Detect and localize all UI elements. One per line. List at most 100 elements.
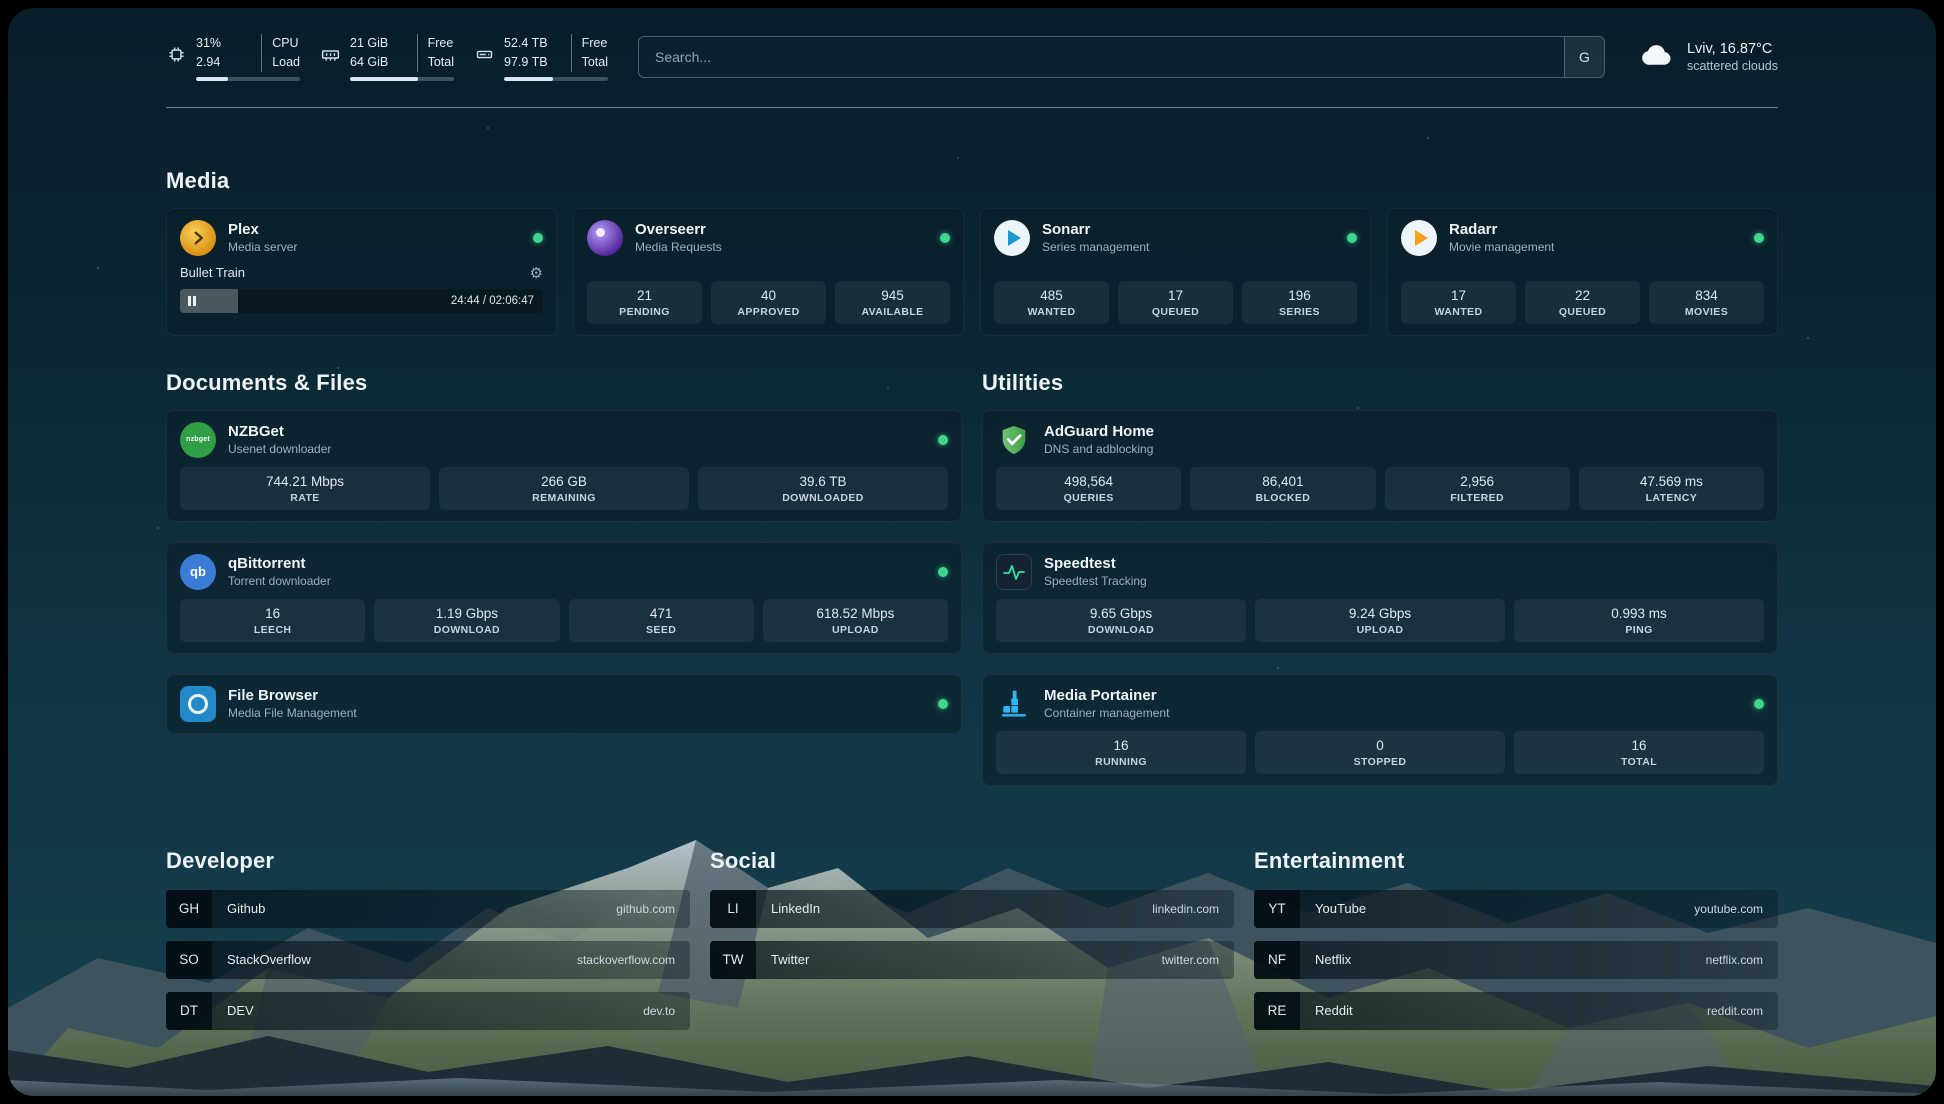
status-online-dot — [938, 434, 948, 445]
playback-time: 24:44 / 02:06:47 — [450, 294, 534, 307]
stat-tile: 21 PENDING — [587, 280, 702, 324]
stat-tile: 9.24 Gbps UPLOAD — [1255, 598, 1505, 642]
disk-free-label: Free — [581, 36, 608, 50]
sonarr-icon — [994, 219, 1030, 256]
column-documents: Documents & Files nzbget NZBGet Usenet d… — [166, 370, 962, 734]
stat-tile: 16 TOTAL — [1514, 730, 1764, 774]
disk-icon — [474, 44, 495, 70]
app-card-overseerr[interactable]: Overseerr Media Requests 21 PENDING 40 APP… — [573, 207, 964, 336]
bookmark-url: netflix.com — [1705, 952, 1763, 967]
app-subtitle: Container management — [1044, 706, 1170, 720]
bookmark-youtube[interactable]: YT YouTube youtube.com — [1254, 889, 1778, 928]
stat-tile: 196 SERIES — [1242, 280, 1357, 324]
speedtest-icon — [996, 553, 1032, 590]
section-title-utilities: Utilities — [982, 369, 1064, 395]
stat-tile: 0 STOPPED — [1255, 730, 1505, 774]
bookmark-name: Reddit — [1315, 1003, 1353, 1018]
bookmark-name: Netflix — [1315, 952, 1352, 967]
bookmark-abbr: DT — [166, 991, 212, 1030]
section-bookmarks: Developer GH Github github.com SO StackO… — [166, 848, 1778, 1030]
stat-tile: 86,401 BLOCKED — [1190, 466, 1376, 510]
bookmark-github[interactable]: GH Github github.com — [166, 889, 690, 928]
stat-tile: 40 APPROVED — [711, 280, 826, 324]
bookmark-url: github.com — [616, 901, 675, 916]
bookmark-reddit[interactable]: RE Reddit reddit.com — [1254, 991, 1778, 1030]
bookmark-url: youtube.com — [1694, 901, 1763, 916]
app-card-adguard[interactable]: AdGuard Home DNS and adblocking 498,564 Q… — [982, 409, 1778, 522]
status-online-dot — [533, 232, 543, 243]
stat-tile: 22 QUEUED — [1525, 280, 1640, 324]
cpu-load-label: Load — [272, 54, 300, 69]
memory-stat: 21 GiB 64 GiB Free Total — [320, 34, 454, 81]
app-subtitle: Usenet downloader — [228, 442, 332, 456]
app-name: Media Portainer — [1044, 687, 1157, 704]
disk-total-value: 97.9 TB — [504, 54, 548, 69]
bookmark-linkedin[interactable]: LI LinkedIn linkedin.com — [710, 889, 1234, 928]
app-card-qbittorrent[interactable]: qb qBittorrent Torrent downloader 16 LEEC… — [166, 541, 962, 654]
stat-tile: 39.6 TB DOWNLOADED — [698, 466, 948, 510]
stat-tile: 945 AVAILABLE — [835, 280, 950, 324]
bookmark-twitter[interactable]: TW Twitter twitter.com — [710, 940, 1234, 979]
bookmark-name: YouTube — [1315, 901, 1367, 916]
bookmark-abbr: RE — [1254, 991, 1300, 1030]
weather-widget[interactable]: Lviv, 16.87°C scattered clouds — [1639, 37, 1778, 78]
now-playing-title: Bullet Train — [180, 265, 246, 280]
app-subtitle: Media File Management — [228, 706, 357, 720]
playback-progress-bar[interactable]: 24:44 / 02:06:47 — [180, 288, 543, 313]
app-subtitle: Media Requests — [635, 240, 722, 254]
adguard-shield-icon — [996, 422, 1032, 458]
bookmark-abbr: SO — [166, 940, 212, 979]
app-subtitle: DNS and adblocking — [1044, 442, 1154, 456]
bookmark-dev[interactable]: DT DEV dev.to — [166, 991, 690, 1030]
bookmark-url: reddit.com — [1706, 1003, 1763, 1018]
app-name: Sonarr — [1042, 221, 1091, 238]
cpu-stat: 31% 2.94 CPU Load — [166, 34, 300, 81]
qbittorrent-icon: qb — [180, 553, 216, 590]
status-online-dot — [1754, 232, 1764, 243]
plex-icon — [180, 219, 216, 256]
app-subtitle: Movie management — [1449, 240, 1555, 254]
column-utilities: Utilities — [982, 370, 1778, 786]
app-card-speedtest[interactable]: Speedtest Speedtest Tracking 9.65 Gbps DO… — [982, 541, 1778, 654]
bookmark-netflix[interactable]: NF Netflix netflix.com — [1254, 940, 1778, 979]
bookmark-stackoverflow[interactable]: SO StackOverflow stackoverflow.com — [166, 940, 690, 979]
bookmark-group-developer: Developer GH Github github.com SO StackO… — [166, 848, 690, 1030]
search-input[interactable] — [639, 37, 1564, 78]
status-online-dot — [1347, 232, 1357, 243]
app-card-filebrowser[interactable]: File Browser Media File Management — [166, 673, 962, 734]
status-online-dot — [938, 698, 948, 709]
pause-icon[interactable] — [188, 295, 196, 306]
app-card-radarr[interactable]: Radarr Movie management 17 WANTED 22 QUEUE… — [1387, 207, 1778, 336]
app-subtitle: Media server — [228, 240, 298, 254]
stat-tile: 1.19 Gbps DOWNLOAD — [374, 598, 560, 642]
app-subtitle: Series management — [1042, 240, 1150, 254]
app-card-plex[interactable]: Plex Media server Bullet Train ⚙ — [166, 207, 557, 336]
app-card-sonarr[interactable]: Sonarr Series management 485 WANTED 17 QUE… — [980, 207, 1371, 336]
stat-tile: 618.52 Mbps UPLOAD — [762, 598, 948, 642]
bookmark-name: DEV — [227, 1003, 254, 1018]
app-name: Radarr — [1449, 221, 1498, 238]
bookmark-abbr: NF — [1254, 940, 1300, 979]
stat-tile: 16 RUNNING — [996, 730, 1246, 774]
topbar: 31% 2.94 CPU Load — [166, 34, 1778, 81]
cpu-usage-value: 31% — [196, 36, 222, 50]
bookmark-group-entertainment: Entertainment YT YouTube youtube.com NF … — [1254, 848, 1778, 1030]
app-name: File Browser — [228, 687, 319, 704]
status-online-dot — [1754, 698, 1764, 709]
stat-tile: 0.993 ms PING — [1514, 598, 1764, 642]
search-engine-button[interactable]: G — [1563, 37, 1604, 78]
memory-total-value: 64 GiB — [350, 54, 389, 69]
bookmark-abbr: TW — [710, 940, 756, 979]
bookmark-url: dev.to — [643, 1003, 675, 1018]
disk-total-label: Total — [581, 54, 608, 69]
stat-tile: 47.569 ms LATENCY — [1578, 466, 1764, 510]
cpu-icon — [166, 44, 187, 70]
memory-total-label: Total — [427, 54, 454, 69]
app-card-nzbget[interactable]: nzbget NZBGet Usenet downloader 744.21 M… — [166, 409, 962, 522]
bookmark-url: stackoverflow.com — [576, 952, 675, 967]
app-card-portainer[interactable]: Media Portainer Container management 16 R… — [982, 673, 1778, 786]
filebrowser-icon — [180, 685, 216, 722]
gear-icon[interactable]: ⚙ — [529, 264, 543, 282]
bookmark-name: LinkedIn — [771, 901, 821, 916]
plex-now-playing: Bullet Train ⚙ 24:44 / 02:06:47 — [180, 264, 543, 313]
